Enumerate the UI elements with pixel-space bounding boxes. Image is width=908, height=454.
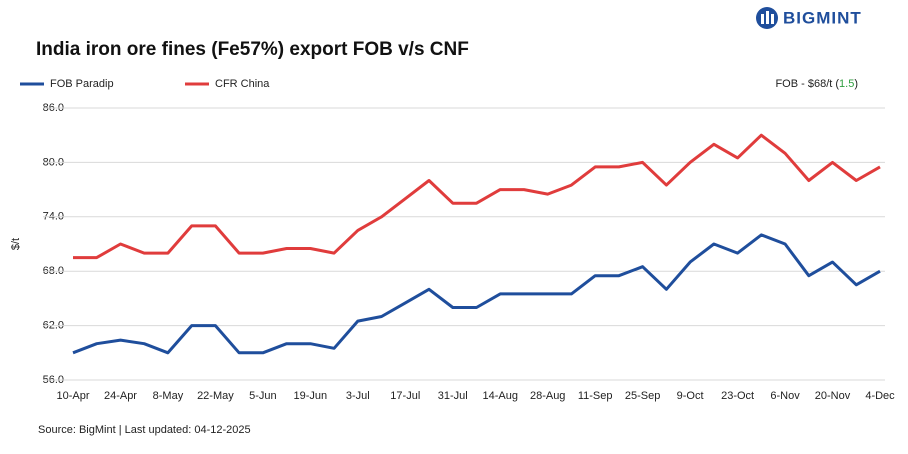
line-series: [72, 233, 881, 355]
logo: [756, 7, 778, 29]
x-tick-label: 20-Nov: [815, 390, 851, 402]
x-tick-label: 9-Oct: [677, 390, 704, 402]
legend-label: CFR China: [215, 78, 270, 90]
annotation: FOB - $68/t (1.5): [775, 78, 858, 90]
x-tick-label: 28-Aug: [530, 390, 565, 402]
x-tick-label: 14-Aug: [482, 390, 517, 402]
x-tick-label: 5-Jun: [249, 390, 277, 402]
line-series: [73, 133, 881, 260]
x-tick-label: 8-May: [153, 390, 184, 402]
x-tick-label: 3-Jul: [346, 390, 370, 402]
annotation-change: 1.5: [839, 78, 854, 90]
x-tick-label: 6-Nov: [770, 390, 800, 402]
chart-title: India iron ore fines (Fe57%) export FOB …: [36, 39, 469, 60]
x-tick-label: 10-Apr: [56, 390, 89, 402]
x-tick-label: 11-Sep: [578, 390, 613, 402]
x-tick-label: 25-Sep: [625, 390, 660, 402]
x-tick-label: 19-Jun: [294, 390, 328, 402]
x-tick-label: 4-Dec: [865, 390, 895, 402]
x-tick-label: 22-May: [197, 390, 234, 402]
y-axis-label: $/t: [10, 238, 22, 250]
x-tick-label: 23-Oct: [721, 390, 754, 402]
x-tick-label: 24-Apr: [104, 390, 137, 402]
source: Source: BigMint | Last updated: 04-12-20…: [38, 424, 251, 436]
annotation-prefix: FOB - $68/t (: [775, 78, 839, 90]
legend-label: FOB Paradip: [50, 78, 114, 90]
brand: BIGMINT: [783, 8, 862, 27]
annotation-suffix: ): [854, 78, 858, 90]
x-tick-label: 31-Jul: [438, 390, 468, 402]
x-tick-label: 17-Jul: [390, 390, 420, 402]
